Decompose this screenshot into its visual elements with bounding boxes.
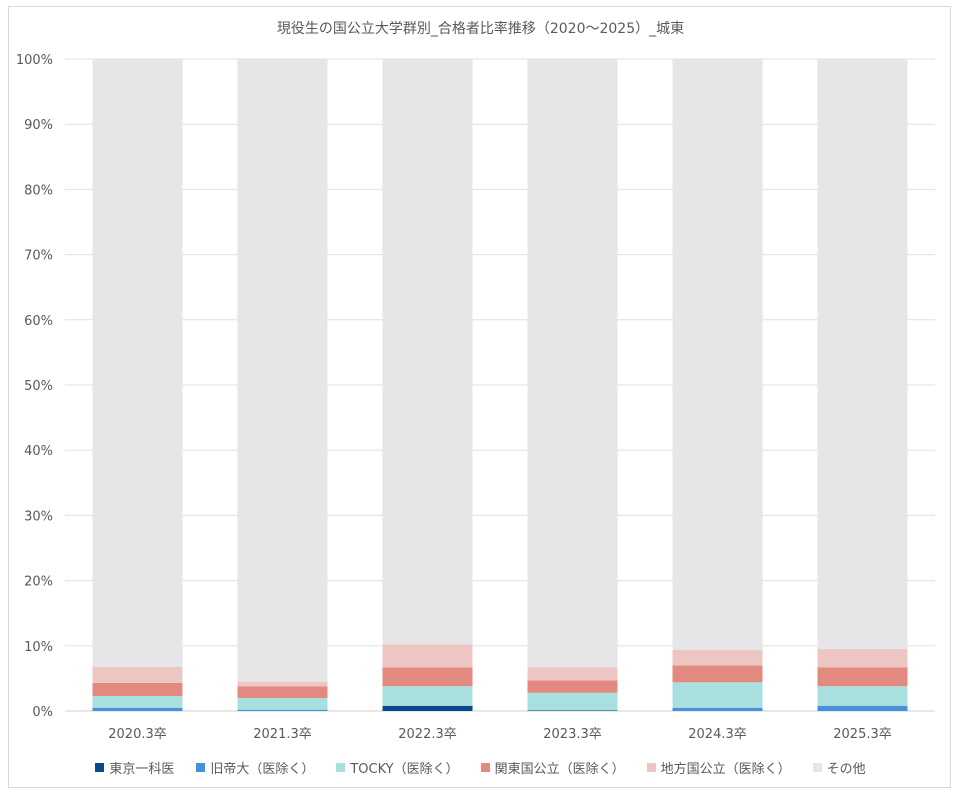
bar-segment — [817, 705, 908, 711]
bar-segment — [382, 667, 473, 687]
legend-swatch — [812, 763, 822, 772]
bar-segment — [817, 59, 908, 650]
chart-legend: 東京一科医 旧帝大（医除く） TOCKY（医除く） 関東国公立（医除く） 地方国公立（医… — [0, 758, 961, 777]
bar-segment — [817, 649, 908, 668]
y-tick-label: 60% — [24, 314, 53, 329]
bar-segment — [92, 707, 183, 711]
bar-segment — [237, 709, 328, 711]
bar-segment — [237, 686, 328, 698]
bar-segment — [527, 692, 618, 711]
bar-segment — [527, 680, 618, 693]
y-tick-label: 100% — [16, 53, 53, 68]
bar-segment — [92, 59, 183, 667]
bar-segment — [382, 705, 473, 711]
bar-segment — [672, 59, 763, 650]
bar-segment — [527, 59, 618, 668]
y-tick-label: 40% — [24, 444, 53, 459]
bar-segment — [237, 681, 328, 687]
legend-item: 関東国公立（医除く） — [480, 758, 625, 777]
bar-segment — [92, 682, 183, 697]
legend-item: 地方国公立（医除く） — [646, 758, 791, 777]
x-tick-label: 2021.3卒 — [253, 727, 312, 742]
y-tick-label: 90% — [24, 118, 53, 133]
y-tick-label: 20% — [24, 575, 53, 590]
legend-label: 地方国公立（医除く） — [660, 762, 791, 777]
legend-item: 旧帝大（医除く） — [196, 758, 314, 777]
y-tick-label: 10% — [24, 640, 53, 655]
legend-item: TOCKY（医除く） — [336, 758, 459, 777]
bar-segment — [382, 59, 473, 645]
bar-segment — [672, 665, 763, 683]
legend-swatch — [196, 763, 206, 772]
y-tick-label: 50% — [24, 379, 53, 394]
bar-segment — [817, 686, 908, 706]
y-tick-label: 80% — [24, 183, 53, 198]
bar-segment — [672, 682, 763, 708]
bar-segment — [817, 667, 908, 687]
x-tick-label: 2024.3卒 — [688, 727, 747, 742]
bar-segment — [527, 710, 618, 711]
bar-segment — [672, 707, 763, 711]
legend-label: TOCKY（医除く） — [350, 762, 459, 777]
legend-label: 旧帝大（医除く） — [210, 762, 315, 777]
legend-item: その他 — [812, 758, 866, 777]
legend-swatch — [480, 763, 490, 772]
legend-item: 東京一科医 — [95, 758, 174, 777]
bar-segment — [382, 686, 473, 706]
legend-swatch — [95, 763, 105, 772]
x-tick-label: 2020.3卒 — [108, 727, 167, 742]
bar-segment — [92, 666, 183, 683]
x-tick-label: 2023.3卒 — [543, 727, 602, 742]
legend-label: 関東国公立（医除く） — [494, 762, 625, 777]
bar-segment — [237, 59, 328, 682]
legend-label: 東京一科医 — [109, 762, 175, 777]
y-tick-label: 70% — [24, 249, 53, 264]
y-tick-label: 30% — [24, 509, 53, 524]
y-tick-label: 0% — [32, 705, 53, 720]
bar-segment — [382, 644, 473, 668]
bar-segment — [92, 696, 183, 708]
legend-swatch — [646, 763, 656, 772]
x-tick-label: 2022.3卒 — [398, 727, 457, 742]
bar-segment — [672, 649, 763, 666]
bar-segment — [237, 697, 328, 710]
legend-label: その他 — [826, 762, 866, 777]
legend-swatch — [336, 763, 346, 772]
chart-frame — [8, 6, 951, 788]
chart-title: 現役生の国公立大学群別_合格者比率推移（2020～2025）_城東 — [276, 21, 685, 37]
x-tick-label: 2025.3卒 — [833, 727, 892, 742]
bar-segment — [527, 667, 618, 681]
